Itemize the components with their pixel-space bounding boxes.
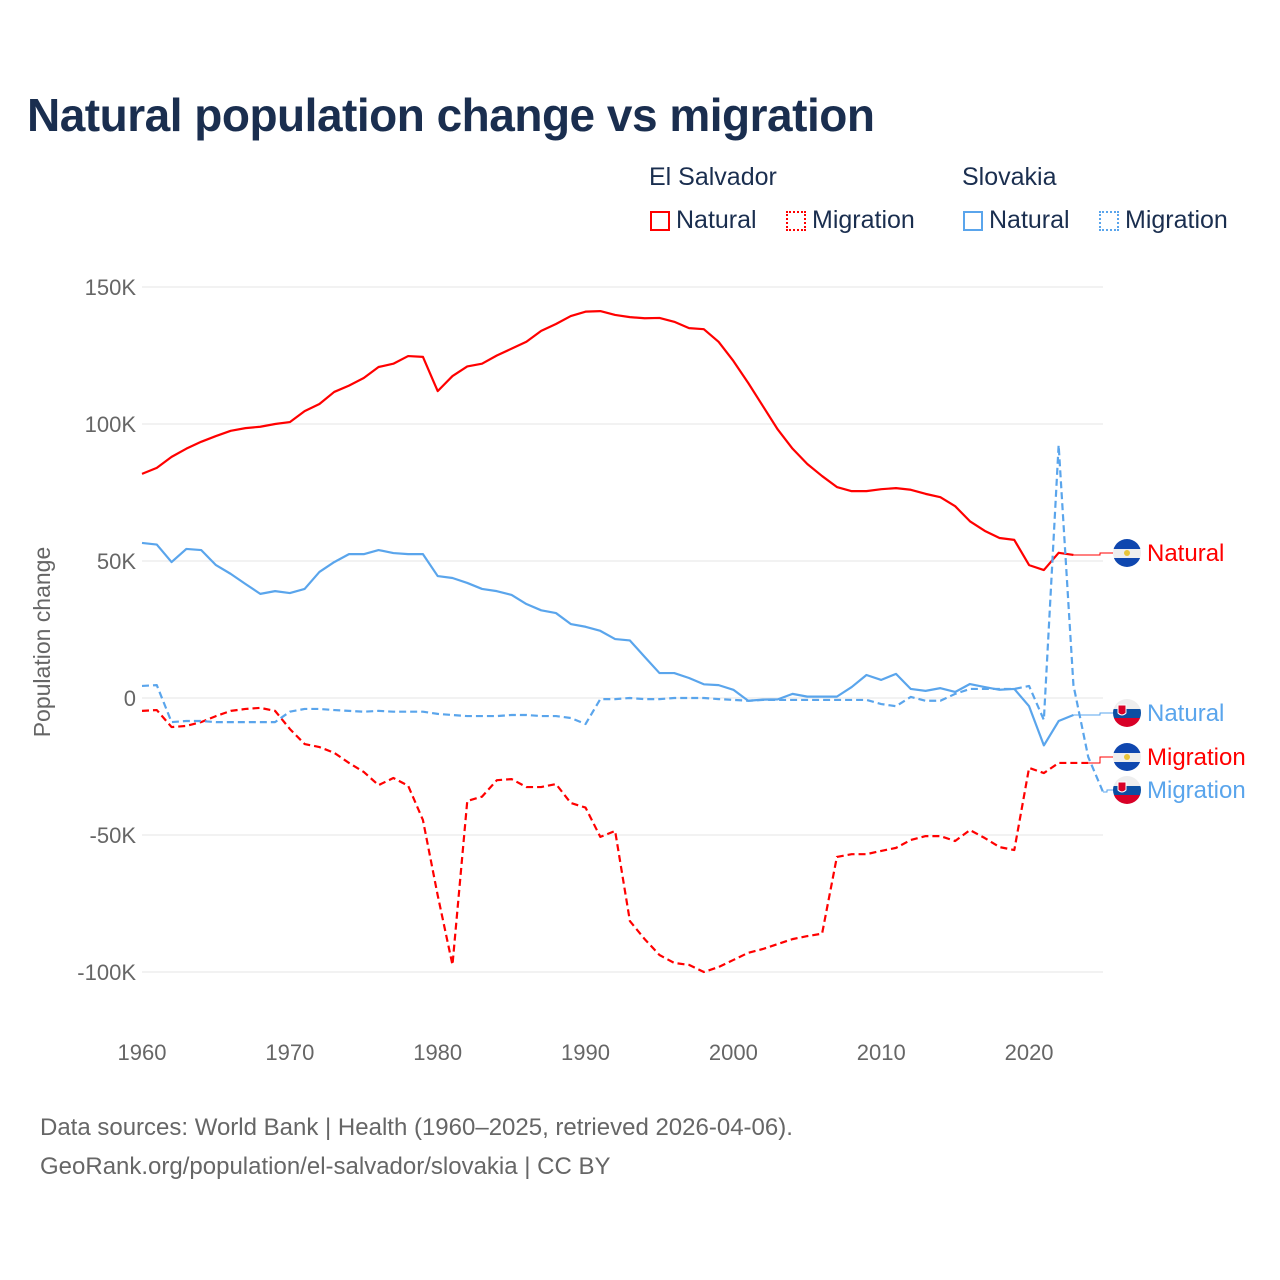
flag-stripe bbox=[1113, 539, 1141, 549]
series-end-label: Natural bbox=[1147, 540, 1224, 567]
flag-shield bbox=[1117, 704, 1127, 716]
legend-label: Migration bbox=[812, 206, 915, 234]
y-tick-label: 100K bbox=[85, 412, 137, 437]
x-tick-label: 2000 bbox=[709, 1040, 758, 1065]
series-end-label: Migration bbox=[1147, 744, 1246, 771]
flag-body bbox=[1113, 776, 1141, 804]
flag-stripe bbox=[1113, 795, 1141, 804]
series-end-label: Natural bbox=[1147, 700, 1224, 727]
series-line-slovakia-natural bbox=[141, 541, 1074, 747]
flag-stripe bbox=[1113, 558, 1141, 567]
source-line-1: Data sources: World Bank | Health (1960–… bbox=[40, 1114, 793, 1141]
legend-item-el-salvador-natural[interactable]: Natural bbox=[650, 206, 757, 235]
legend-group-el-salvador: El Salvador bbox=[649, 163, 777, 191]
x-tick-label: 1990 bbox=[561, 1040, 610, 1065]
legend-item-slovakia-natural[interactable]: Natural bbox=[963, 206, 1070, 235]
y-axis-label: Population change bbox=[29, 547, 55, 738]
chart-title: Natural population change vs migration bbox=[27, 89, 875, 141]
legend-swatch-solid bbox=[963, 210, 983, 231]
label-connector bbox=[1103, 789, 1113, 793]
flag-emblem bbox=[1124, 550, 1130, 556]
y-tick-label: 0 bbox=[124, 686, 136, 711]
label-connector bbox=[1073, 552, 1113, 556]
flag-body bbox=[1113, 539, 1141, 567]
source-note: Data sources: World Bank | Health (1960–… bbox=[40, 1108, 793, 1186]
x-tick-label: 1980 bbox=[413, 1040, 462, 1065]
flag-body bbox=[1113, 699, 1141, 727]
legend-label: Natural bbox=[676, 206, 757, 234]
source-line-2[interactable]: GeoRank.org/population/el-salvador/slova… bbox=[40, 1153, 611, 1180]
legend-item-el-salvador-migration[interactable]: Migration bbox=[786, 206, 915, 235]
y-tick-label: -100K bbox=[77, 960, 136, 985]
y-tick-label: 50K bbox=[97, 549, 136, 574]
series-line-el-salvador-migration bbox=[141, 706, 1089, 974]
legend-swatch-solid bbox=[650, 210, 670, 231]
slovakia-flag-icon bbox=[1113, 776, 1141, 804]
slovakia-flag-icon bbox=[1113, 699, 1141, 727]
series-line-el-salvador-natural bbox=[141, 310, 1074, 572]
label-connector bbox=[1073, 712, 1113, 716]
x-tick-label: 2010 bbox=[857, 1040, 906, 1065]
y-tick-label: -50K bbox=[90, 823, 137, 848]
flag-stripe bbox=[1113, 786, 1141, 795]
el-salvador-flag-icon bbox=[1113, 539, 1141, 567]
flag-emblem bbox=[1124, 754, 1130, 760]
flag-stripe bbox=[1113, 776, 1141, 786]
flag-stripe bbox=[1113, 718, 1141, 727]
legend-label: Natural bbox=[989, 206, 1070, 234]
series-line-slovakia-migration bbox=[141, 443, 1105, 793]
flag-stripe bbox=[1113, 743, 1141, 753]
x-tick-label: 1960 bbox=[118, 1040, 167, 1065]
legend-label: Migration bbox=[1125, 206, 1228, 234]
series-end-label: Migration bbox=[1147, 777, 1246, 804]
flag-shield bbox=[1117, 781, 1127, 793]
legend-item-slovakia-migration[interactable]: Migration bbox=[1099, 206, 1228, 235]
legend-swatch-dotted bbox=[1099, 210, 1119, 231]
label-connector bbox=[1088, 756, 1113, 764]
y-tick-label: 150K bbox=[85, 275, 137, 300]
legend-swatch-dotted bbox=[786, 210, 806, 231]
x-tick-label: 2020 bbox=[1005, 1040, 1054, 1065]
legend-group-slovakia: Slovakia bbox=[962, 163, 1057, 191]
x-tick-label: 1970 bbox=[265, 1040, 314, 1065]
flag-stripe bbox=[1113, 699, 1141, 709]
flag-stripe bbox=[1113, 762, 1141, 771]
flag-body bbox=[1113, 743, 1141, 771]
flag-stripe bbox=[1113, 709, 1141, 718]
el-salvador-flag-icon bbox=[1113, 743, 1141, 771]
